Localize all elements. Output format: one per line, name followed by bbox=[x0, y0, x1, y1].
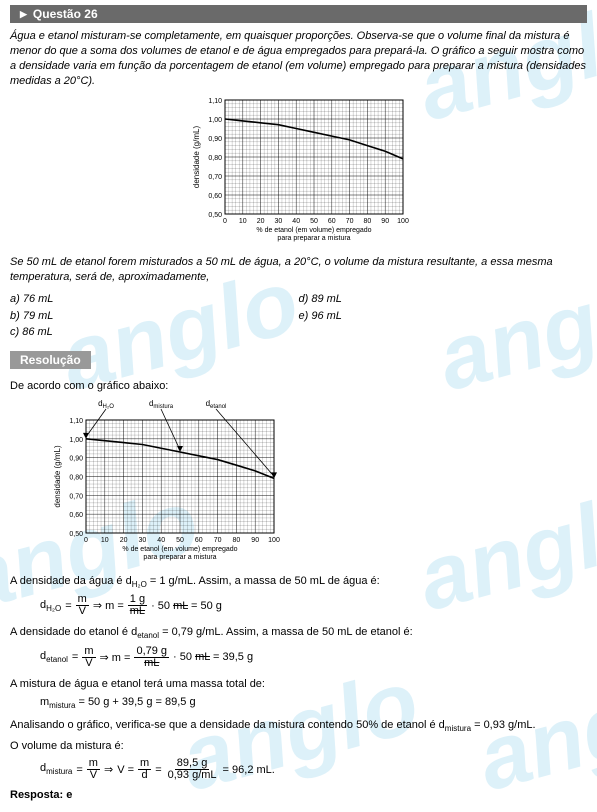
resolution-header: Resolução bbox=[10, 351, 91, 369]
svg-text:100: 100 bbox=[268, 537, 280, 544]
equation-3: mmistura = 50 g + 39,5 g = 89,5 g bbox=[40, 696, 587, 710]
svg-text:0,50: 0,50 bbox=[208, 212, 222, 219]
svg-text:60: 60 bbox=[195, 537, 203, 544]
svg-text:% de etanol (em volume) empreg: % de etanol (em volume) empregado bbox=[256, 227, 371, 234]
svg-text:0,80: 0,80 bbox=[69, 474, 83, 481]
svg-text:densidade (g/mL): densidade (g/mL) bbox=[53, 445, 62, 508]
equation-4: dmistura = mV ⇒ V = md = 89,5 g0,93 g/mL… bbox=[40, 758, 587, 781]
svg-text:0,90: 0,90 bbox=[69, 456, 83, 463]
svg-text:0,70: 0,70 bbox=[208, 174, 222, 181]
question-continuation: Se 50 mL de etanol forem misturados a 50… bbox=[10, 255, 587, 285]
svg-text:40: 40 bbox=[157, 537, 165, 544]
svg-text:60: 60 bbox=[327, 218, 335, 225]
svg-text:80: 80 bbox=[233, 537, 241, 544]
svg-text:0: 0 bbox=[84, 537, 88, 544]
svg-text:0: 0 bbox=[223, 218, 227, 225]
svg-text:para preparar a mistura: para preparar a mistura bbox=[277, 235, 350, 242]
svg-text:1,10: 1,10 bbox=[208, 98, 222, 105]
svg-text:20: 20 bbox=[120, 537, 128, 544]
solution-line-3: A mistura de água e etanol terá uma mass… bbox=[10, 677, 587, 692]
option-b: b) 79 mL bbox=[10, 308, 299, 325]
equation-1: dH₂O = mV ⇒ m = 1 gmL · 50 mL = 50 g bbox=[40, 594, 587, 617]
svg-text:100: 100 bbox=[397, 218, 409, 225]
svg-text:1,00: 1,00 bbox=[69, 437, 83, 444]
svg-text:dH₂O: dH₂O bbox=[98, 399, 114, 410]
final-answer: Resposta: e bbox=[10, 789, 587, 801]
svg-text:30: 30 bbox=[274, 218, 282, 225]
svg-text:10: 10 bbox=[238, 218, 246, 225]
svg-text:50: 50 bbox=[176, 537, 184, 544]
svg-text:80: 80 bbox=[363, 218, 371, 225]
svg-text:1,10: 1,10 bbox=[69, 418, 83, 425]
density-chart-1: 0,50 0,60 0,70 0,80 0,90 1,00 1,10 0 10 20 30 40 50 6… bbox=[10, 94, 587, 247]
svg-text:30: 30 bbox=[139, 537, 147, 544]
equation-2: detanol = mV ⇒ m = 0,79 gmL · 50 mL = 39… bbox=[40, 646, 587, 669]
solution-line-1: A densidade da água é dH₂O = 1 g/mL. Ass… bbox=[10, 574, 587, 590]
svg-text:90: 90 bbox=[381, 218, 389, 225]
svg-text:0,60: 0,60 bbox=[208, 193, 222, 200]
option-d: d) 89 mL bbox=[299, 291, 588, 308]
options-block: a) 76 mL b) 79 mL c) 86 mL d) 89 mL e) 9… bbox=[10, 291, 587, 341]
svg-text:10: 10 bbox=[101, 537, 109, 544]
svg-text:0,70: 0,70 bbox=[69, 493, 83, 500]
solution-line-4: Analisando o gráfico, verifica-se que a … bbox=[10, 718, 587, 734]
svg-text:% de etanol (em volume) empreg: % de etanol (em volume) empregado bbox=[122, 546, 237, 553]
density-chart-2: 0,50 0,60 0,70 0,80 0,90 1,00 1,10 0 10 20 30 40 50 6… bbox=[50, 398, 587, 566]
svg-text:0,80: 0,80 bbox=[208, 155, 222, 162]
svg-text:para preparar a mistura: para preparar a mistura bbox=[143, 554, 216, 561]
svg-text:1,00: 1,00 bbox=[208, 117, 222, 124]
svg-text:70: 70 bbox=[345, 218, 353, 225]
svg-text:20: 20 bbox=[256, 218, 264, 225]
svg-text:detanol: detanol bbox=[206, 399, 227, 410]
solution-line-5: O volume da mistura é: bbox=[10, 739, 587, 754]
svg-text:0,50: 0,50 bbox=[69, 531, 83, 538]
question-prompt: Água e etanol misturam-se completamente,… bbox=[10, 29, 587, 88]
question-header: Questão 26 bbox=[10, 5, 587, 23]
solution-line-2: A densidade do etanol é detanol = 0,79 g… bbox=[10, 625, 587, 641]
option-a: a) 76 mL bbox=[10, 291, 299, 308]
svg-text:dmistura: dmistura bbox=[149, 399, 174, 410]
svg-text:90: 90 bbox=[251, 537, 259, 544]
svg-text:70: 70 bbox=[214, 537, 222, 544]
svg-text:densidade (g/mL): densidade (g/mL) bbox=[192, 126, 201, 189]
option-c: c) 86 mL bbox=[10, 324, 299, 341]
svg-text:0,90: 0,90 bbox=[208, 136, 222, 143]
svg-text:50: 50 bbox=[310, 218, 318, 225]
svg-text:0,60: 0,60 bbox=[69, 512, 83, 519]
option-e: e) 96 mL bbox=[299, 308, 588, 325]
svg-text:40: 40 bbox=[292, 218, 300, 225]
solution-intro: De acordo com o gráfico abaixo: bbox=[10, 379, 587, 394]
